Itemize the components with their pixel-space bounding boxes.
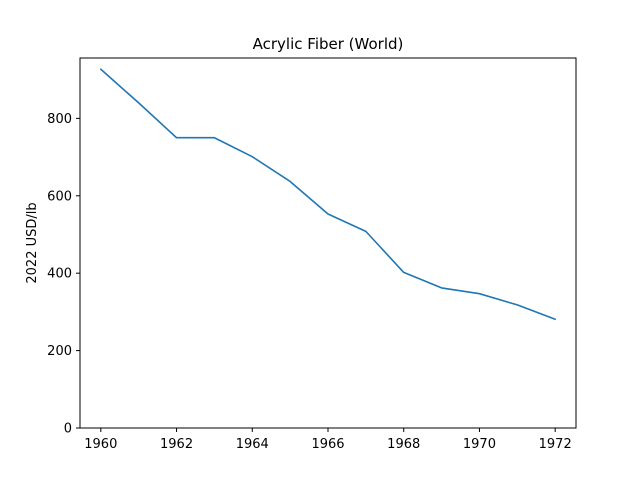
x-tick-label: 1964 [236, 437, 269, 452]
chart-title: Acrylic Fiber (World) [253, 35, 404, 53]
x-tick-label: 1960 [84, 437, 117, 452]
y-tick-label: 0 [64, 422, 72, 437]
y-tick-label: 400 [47, 267, 72, 282]
tick-layer: 1960 1962 1964 1966 1968 1970 1972 0 200 400 600 80… [47, 112, 572, 452]
y-tick-label: 800 [47, 112, 72, 127]
x-tick-label: 1970 [463, 437, 496, 452]
x-tick-label: 1966 [311, 437, 344, 452]
x-tick-label: 1972 [539, 437, 572, 452]
x-tick-label: 1968 [387, 437, 420, 452]
series-line [100, 68, 556, 321]
plot-frame [79, 57, 577, 429]
y-axis-label: 2022 USD/lb [25, 202, 40, 283]
y-tick-label: 200 [47, 344, 72, 359]
series-layer [100, 68, 556, 321]
x-tick-label: 1962 [160, 437, 193, 452]
y-tick-label: 600 [47, 189, 72, 204]
